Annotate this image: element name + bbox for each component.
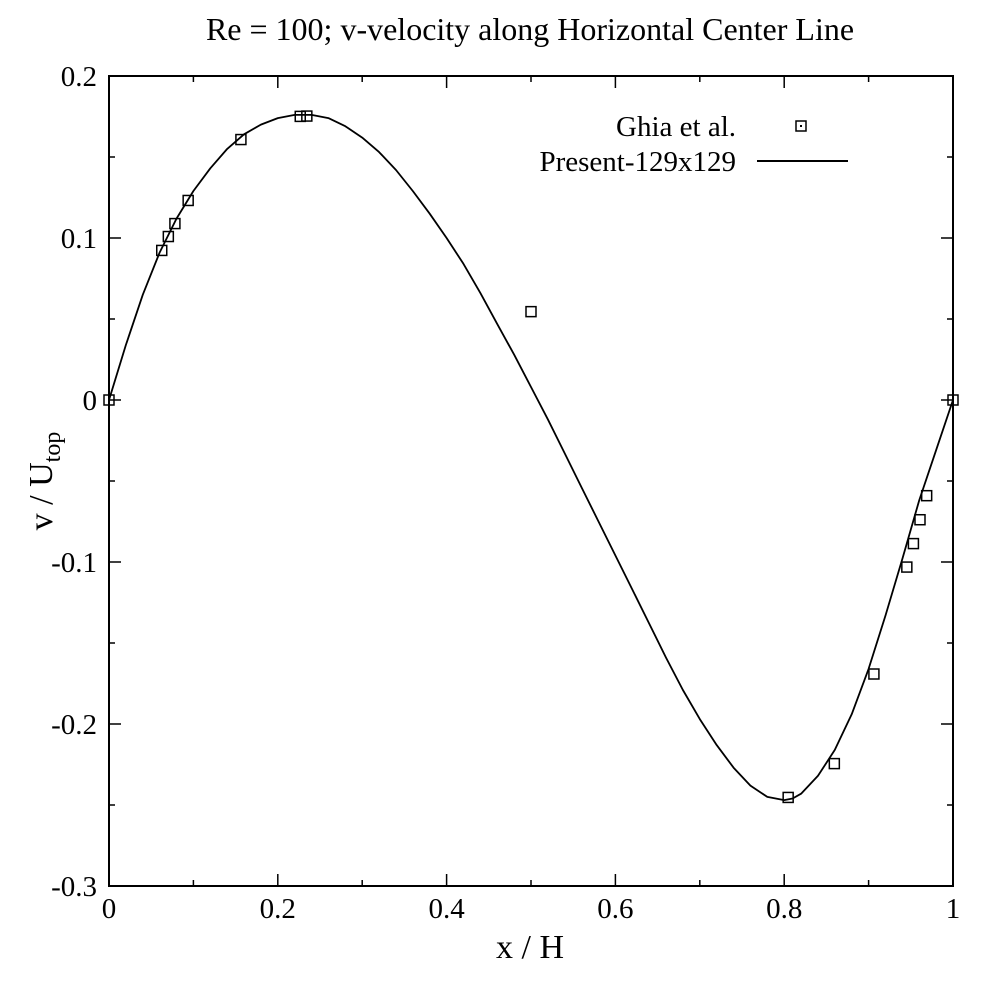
y-tick-label: -0.3	[51, 871, 97, 903]
ghia-data-point	[907, 537, 920, 550]
y-tick-label: -0.2	[51, 709, 97, 741]
plot-frame	[108, 75, 954, 887]
ghia-data-point	[162, 230, 175, 243]
legend: Ghia et al. Present-129x129	[539, 111, 848, 178]
x-tick-label: 0.6	[597, 893, 633, 925]
ghia-data-point	[914, 513, 926, 526]
legend-marker-dot	[800, 125, 802, 127]
x-axis-label: x / H	[496, 929, 564, 966]
ghia-data-point	[828, 757, 841, 770]
ghia-data-point	[182, 194, 194, 207]
y-axis-label-subscript: top	[40, 432, 66, 463]
y-axis-label: v / Utop	[23, 432, 66, 531]
legend-label-present: Present-129x129	[539, 146, 736, 178]
ghia-data-point	[901, 561, 913, 573]
x-tick-label: 1	[946, 893, 961, 925]
y-tick-label: 0.1	[61, 223, 97, 255]
series-present-line	[108, 114, 954, 801]
present-line	[108, 114, 954, 801]
y-tick-label: 0	[83, 385, 98, 417]
legend-label-ghia: Ghia et al.	[616, 111, 736, 143]
chart-title: Re = 100; v-velocity along Horizontal Ce…	[206, 11, 854, 47]
ghia-data-point	[301, 110, 313, 122]
ghia-data-point	[868, 668, 880, 680]
x-tick-label: 0.8	[766, 893, 802, 925]
ghia-data-point	[294, 110, 307, 123]
ghia-data-point	[782, 791, 794, 804]
series-ghia-markers	[103, 110, 959, 804]
x-tick-label: 0.2	[260, 893, 296, 925]
y-tick-label: 0.2	[61, 61, 97, 93]
ghia-data-point	[169, 217, 181, 230]
y-axis-label-main: v / U	[23, 462, 60, 530]
y-tick-label: -0.1	[51, 547, 97, 579]
svg-text:v / Utop: v / Utop	[23, 432, 66, 531]
ghia-data-point	[156, 244, 168, 257]
ghia-data-point	[525, 305, 537, 318]
x-tick-label: 0	[102, 893, 117, 925]
ghia-data-point	[920, 489, 933, 502]
ghia-data-point	[235, 133, 247, 146]
x-tick-label: 0.4	[428, 893, 465, 925]
axes: 0 0.2 0.4 0.6 0.8 1 -0.3 -0.2 -0.1 0 0.1 0.2	[51, 61, 960, 925]
legend-marker-square	[795, 120, 807, 132]
